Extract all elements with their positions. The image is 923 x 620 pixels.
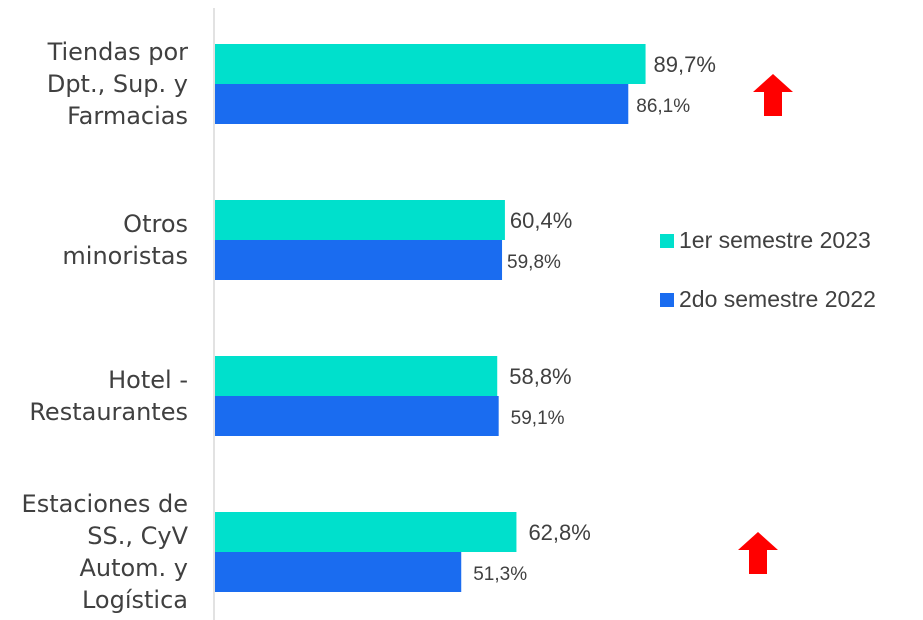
- category-label: Otros: [123, 210, 188, 238]
- value-label: 62,8%: [528, 520, 590, 545]
- legend-label: 2do semestre 2022: [679, 286, 876, 312]
- category-label: Autom. y: [79, 554, 188, 582]
- category-label: SS., CyV: [87, 522, 188, 550]
- bar-series1-cat1: [215, 44, 646, 84]
- category-label: Logística: [82, 586, 188, 614]
- category-labels-group: Tiendas por Dpt., Sup. y Farmacias Otros min…: [22, 38, 189, 614]
- category-label: Restaurantes: [29, 398, 188, 426]
- up-arrow-icon: [738, 532, 778, 574]
- category-label: Dpt., Sup. y: [47, 70, 188, 98]
- category-label: Hotel -: [108, 366, 188, 394]
- value-label: 51,3%: [473, 564, 527, 585]
- category-label: Farmacias: [67, 102, 188, 130]
- bar-series1-cat2: [215, 200, 505, 240]
- value-label: 60,4%: [510, 208, 572, 233]
- bar-series2-cat4: [215, 552, 462, 592]
- value-label: 59,8%: [507, 252, 561, 273]
- legend: 1er semestre 2023 2do semestre 2022: [660, 227, 876, 312]
- legend-swatch: [660, 234, 674, 248]
- legend-swatch: [660, 293, 674, 307]
- bar-series2-cat3: [215, 396, 499, 436]
- bar-series1-cat4: [215, 512, 517, 552]
- category-label: minoristas: [62, 242, 188, 270]
- bar-series1-cat3: [215, 356, 498, 396]
- category-label: Tiendas por: [47, 38, 189, 66]
- value-label: 58,8%: [509, 364, 571, 389]
- value-label: 86,1%: [636, 96, 690, 117]
- value-label: 89,7%: [654, 52, 716, 77]
- bars-group: [215, 44, 646, 592]
- arrows-group: [738, 74, 793, 574]
- bar-series2-cat1: [215, 84, 629, 124]
- value-labels-group: 89,7% 86,1% 60,4% 59,8% 58,8% 59,1% 62,8%51,3%: [473, 52, 716, 585]
- value-label: 59,1%: [511, 408, 565, 429]
- legend-label: 1er semestre 2023: [679, 227, 871, 253]
- category-label: Estaciones de: [22, 490, 188, 518]
- bar-series2-cat2: [215, 240, 503, 280]
- up-arrow-icon: [753, 74, 793, 116]
